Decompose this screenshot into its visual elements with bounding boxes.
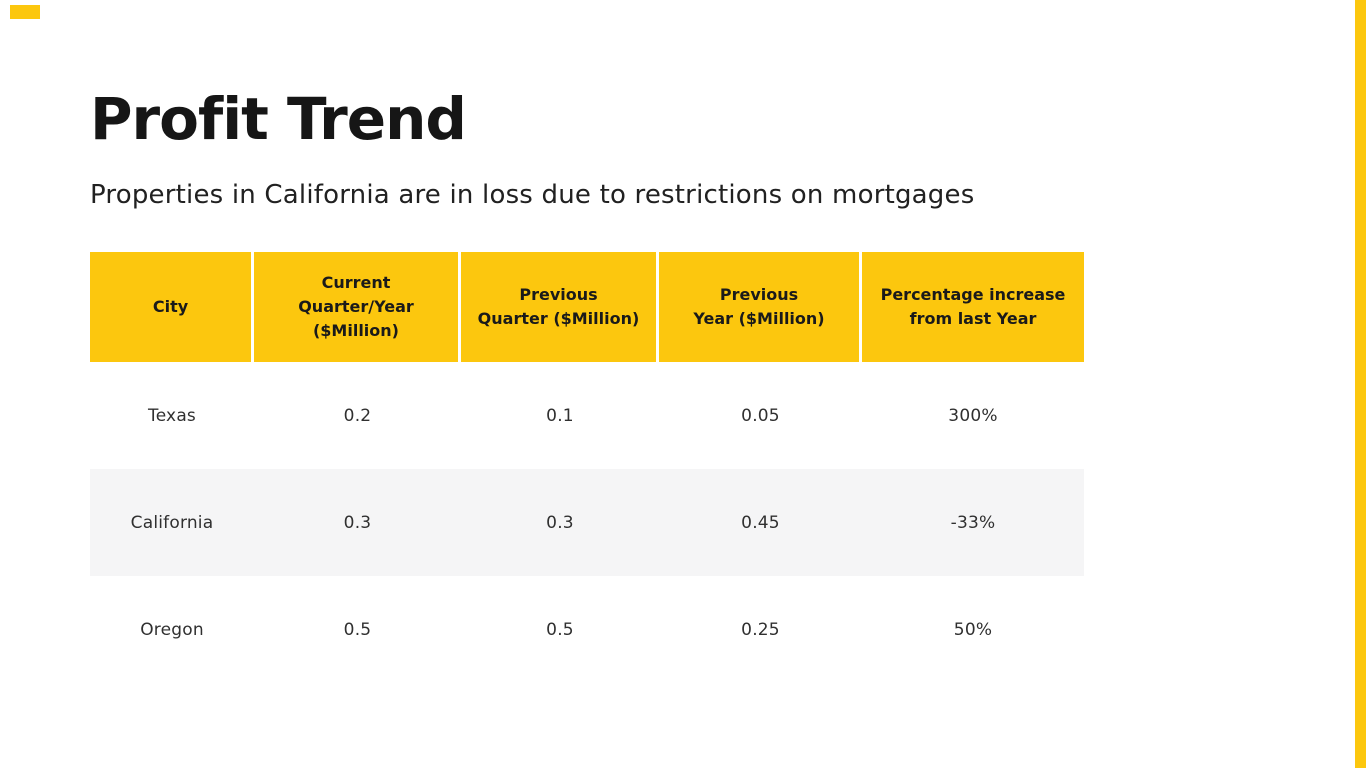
- table-header-row: City Current Quarter/Year ($Million) Pre…: [90, 252, 1084, 362]
- page-title: Profit Trend: [90, 85, 467, 153]
- table-row-texas: Texas 0.2 0.1 0.05 300%: [90, 362, 1084, 469]
- profit-table: City Current Quarter/Year ($Million) Pre…: [90, 252, 1084, 683]
- right-accent-bar: [1355, 0, 1366, 768]
- cell-prev-quarter: 0.1: [546, 405, 574, 426]
- column-header-prev-quarter: Previous Quarter ($Million): [461, 252, 656, 362]
- cell-current: 0.5: [343, 619, 372, 640]
- cell-prev-year: 0.05: [741, 405, 780, 426]
- cell-current: 0.3: [343, 512, 372, 533]
- cell-prev-quarter: 0.5: [546, 619, 574, 640]
- page-subtitle: Properties in California are in loss due…: [90, 180, 975, 210]
- cell-current: 0.2: [343, 405, 372, 426]
- cell-pct-increase: 50%: [953, 619, 993, 640]
- table-row-oregon: Oregon 0.5 0.5 0.25 50%: [90, 576, 1084, 683]
- cell-city: Texas: [148, 405, 196, 426]
- column-header-current-quarter: Current Quarter/Year ($Million): [254, 252, 458, 362]
- cell-city: Oregon: [140, 619, 204, 640]
- cell-prev-year: 0.45: [741, 512, 780, 533]
- column-header-city: City: [90, 252, 251, 362]
- cell-city: California: [130, 512, 214, 533]
- cell-pct-increase: -33%: [950, 512, 996, 533]
- cell-prev-year: 0.25: [741, 619, 780, 640]
- cell-pct-increase: 300%: [948, 405, 998, 426]
- corner-accent-mark: [10, 5, 40, 19]
- column-header-prev-year: Previous Year ($Million): [659, 252, 859, 362]
- cell-prev-quarter: 0.3: [546, 512, 574, 533]
- table-row-california: California 0.3 0.3 0.45 -33%: [90, 469, 1084, 576]
- column-header-pct-increase: Percentage increase from last Year: [862, 252, 1084, 362]
